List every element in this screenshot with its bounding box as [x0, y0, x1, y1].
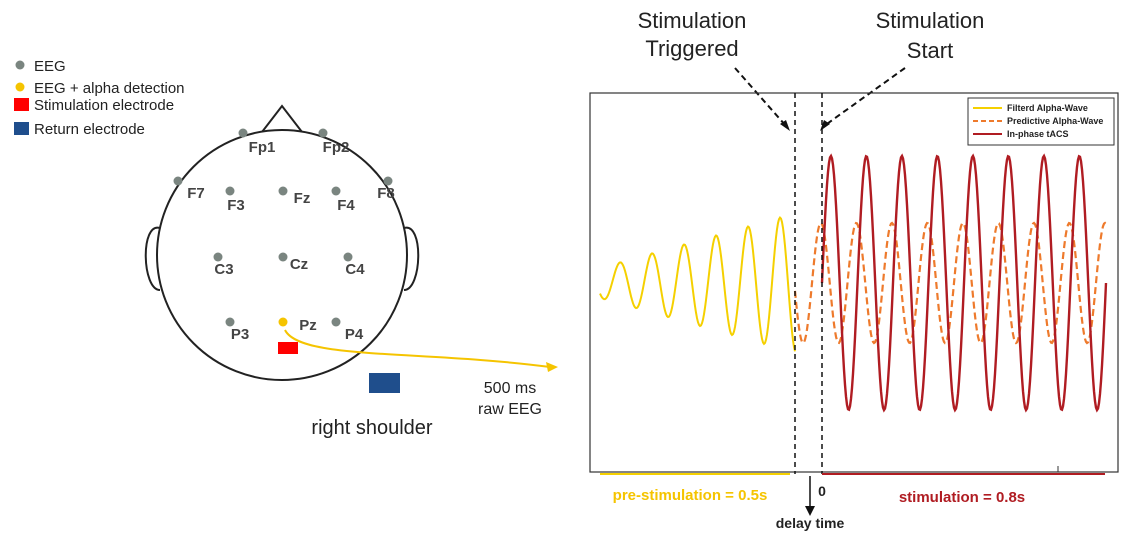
- electrode-label: Cz: [290, 256, 308, 273]
- start-label: Start: [907, 38, 953, 63]
- legend-label: Return electrode: [34, 121, 145, 138]
- predictive-wave: [793, 221, 1107, 345]
- electrode-dot: [278, 317, 288, 327]
- electrode-label: F8: [377, 185, 395, 202]
- markers: [794, 93, 823, 474]
- stim-label: stimulation = 0.8s: [899, 489, 1025, 506]
- legend-label: Stimulation electrode: [34, 97, 174, 114]
- arrow-label: 500 ms: [484, 380, 536, 397]
- eeg-arrow: [284, 329, 551, 368]
- electrode-dot: [343, 252, 353, 262]
- electrode-label: P3: [231, 326, 249, 343]
- nose: [261, 104, 303, 133]
- ear: [403, 226, 420, 291]
- stim-swatch: [14, 98, 29, 111]
- electrode-dot: [278, 252, 288, 262]
- head: [144, 104, 420, 381]
- electrode-dot: [238, 128, 248, 138]
- trigger-label: Triggered: [645, 36, 738, 61]
- waves: [599, 153, 1108, 413]
- electrode-dot: [225, 186, 235, 196]
- electrode-dot: [225, 317, 235, 327]
- electrode-label: Fz: [294, 190, 311, 207]
- zero-label: 0: [818, 483, 826, 499]
- electrode-dot: [173, 176, 183, 186]
- plot-legend-label: In-phase tACS: [1007, 129, 1069, 139]
- electrodes: Fp1 Fp2 F7 F8 F3 Fz F4 C3 Cz C4 P3 Pz P4: [173, 128, 395, 343]
- legend: EEG EEG + alpha detection Stimulation el…: [14, 58, 185, 138]
- electrode-label: Fp2: [323, 139, 350, 156]
- pointer-arrows: [734, 67, 906, 127]
- eeg-dot: [15, 60, 25, 70]
- electrode-label: Fp1: [249, 139, 276, 156]
- electrode-dot: [278, 186, 288, 196]
- electrode-label: Pz: [299, 317, 317, 334]
- ear: [144, 226, 161, 291]
- delay-label: delay time: [776, 515, 845, 531]
- plot-legend: Filterd Alpha-Wave Predictive Alpha-Wave…: [967, 97, 1115, 146]
- electrode-label: C4: [345, 261, 365, 278]
- shoulder-label: right shoulder: [311, 417, 433, 439]
- pointer: [823, 67, 906, 127]
- plot-frame: [589, 92, 1119, 473]
- stim-electrode: [278, 342, 298, 354]
- electrode-dot: [331, 186, 341, 196]
- arrowhead: [546, 362, 558, 372]
- return-electrode: [369, 373, 400, 393]
- electrode-label: P4: [345, 326, 364, 343]
- legend-label: EEG + alpha detection: [34, 80, 185, 97]
- electrode-label: C3: [214, 261, 233, 278]
- electrode-dot: [383, 176, 393, 186]
- pre-label: pre-stimulation = 0.5s: [613, 487, 768, 504]
- electrode-label: F4: [337, 197, 355, 214]
- electrode-label: F3: [227, 197, 245, 214]
- electrode-dot: [331, 317, 341, 327]
- electrode-dot: [318, 128, 328, 138]
- pointer: [734, 67, 787, 127]
- start-label: Stimulation: [876, 8, 985, 33]
- plot-legend-label: Predictive Alpha-Wave: [1007, 116, 1103, 126]
- legend-label: EEG: [34, 58, 66, 75]
- trigger-label: Stimulation: [638, 8, 747, 33]
- plot-legend-label: Filterd Alpha-Wave: [1007, 103, 1088, 113]
- arrow-label: raw EEG: [478, 401, 542, 418]
- return-swatch: [14, 122, 29, 135]
- arrowheads: [780, 120, 830, 131]
- alpha-dot: [15, 82, 25, 92]
- filtered-wave: [599, 216, 796, 352]
- tacs-wave: [820, 153, 1108, 413]
- electrode-label: F7: [187, 185, 205, 202]
- plot-labels: Stimulation Triggered Stimulation Start: [638, 8, 985, 63]
- electrode-dot: [213, 252, 223, 262]
- arrowhead: [805, 506, 815, 516]
